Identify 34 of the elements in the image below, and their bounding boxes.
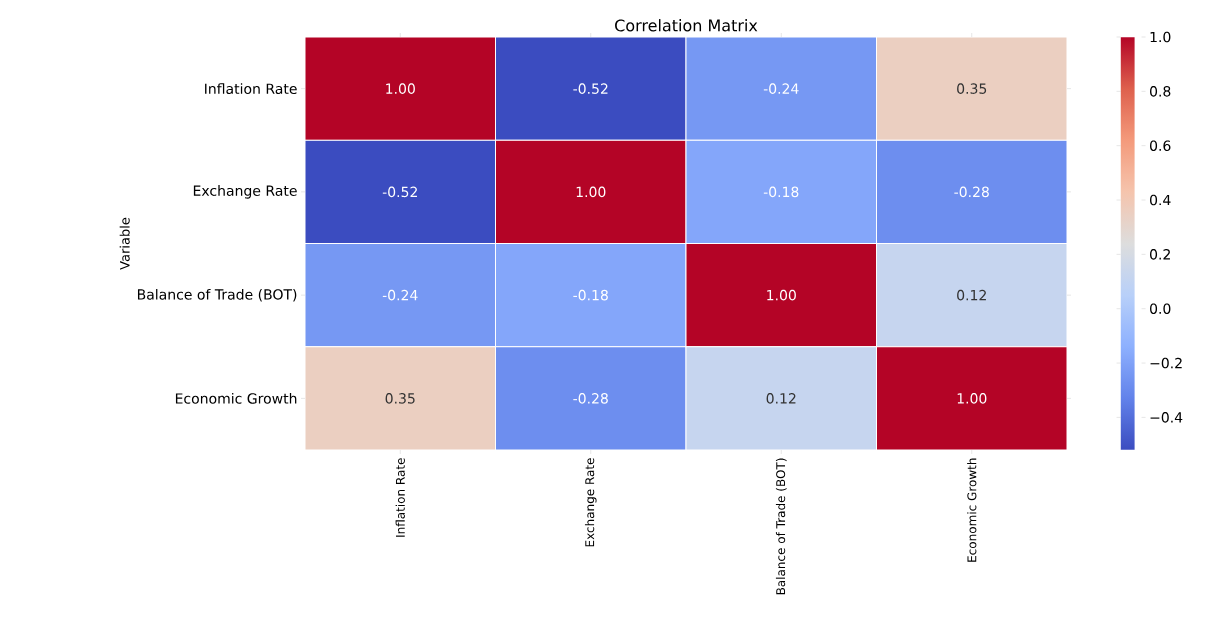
- color-bar-label: 0.8: [1150, 86, 1171, 97]
- y-tick-label: Exchange Rate: [193, 185, 297, 199]
- y-tick-label: Balance of Trade (BOT): [137, 288, 297, 302]
- color-bar-label: 1.0: [1150, 31, 1171, 43]
- data-label: 0.35: [385, 393, 415, 404]
- data-label: -0.52: [573, 83, 608, 94]
- color-bar-label: 0.4: [1150, 194, 1171, 206]
- y-tick-label: Economic Growth: [175, 392, 297, 404]
- x-tick-label: Exchange Rate: [584, 458, 597, 547]
- data-label: -0.28: [573, 393, 608, 404]
- y-axis-title: Variable: [119, 217, 130, 270]
- data-label: -0.24: [382, 289, 418, 301]
- color-bar-label: 0.0: [1150, 303, 1171, 315]
- data-label: -0.18: [573, 289, 608, 301]
- x-tick-label: Economic Growth: [967, 458, 977, 562]
- color-bar-label: −0.4: [1150, 412, 1183, 423]
- color-bar-label: −0.2: [1150, 357, 1182, 369]
- x-tick-label: Balance of Trade (BOT): [775, 458, 787, 595]
- chart-title: Correlation Matrix: [615, 19, 758, 32]
- data-label: 0.12: [766, 393, 796, 404]
- y-tick-label: Inflation Rate: [205, 83, 297, 95]
- color-bar-label: 0.6: [1150, 140, 1171, 151]
- data-label: 1.00: [957, 393, 987, 404]
- data-label: 1.00: [767, 289, 796, 301]
- data-label: 0.35: [957, 83, 987, 94]
- data-label: -0.18: [763, 186, 799, 198]
- data-label: -0.24: [763, 83, 799, 94]
- data-label: -0.28: [954, 186, 989, 198]
- data-label: 1.00: [576, 186, 606, 198]
- color-bar-label: 0.2: [1150, 249, 1170, 260]
- data-label: 0.12: [957, 289, 986, 301]
- data-label: -0.52: [382, 186, 417, 198]
- data-label: 1.00: [386, 83, 415, 94]
- x-tick-label: Inflation Rate: [395, 458, 405, 537]
